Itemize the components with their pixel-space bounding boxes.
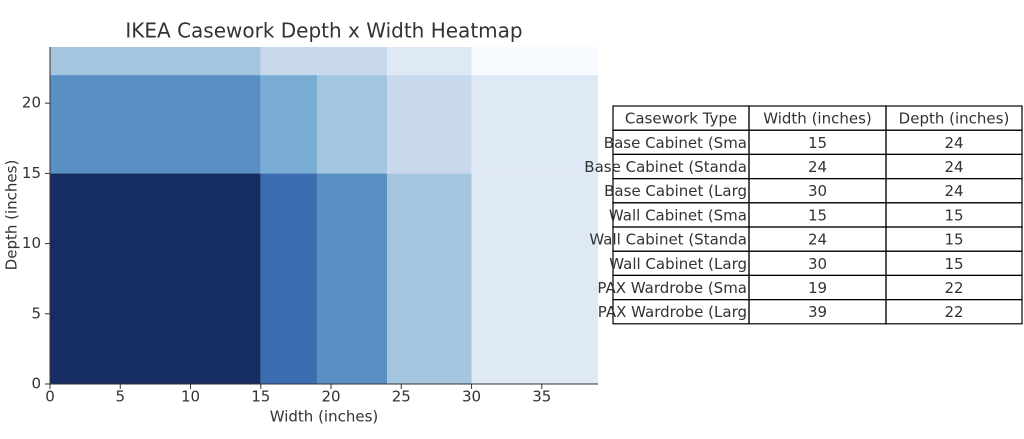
table-text: 15 [808, 134, 827, 152]
heatmap-cell [387, 75, 472, 174]
axes: 0 5 10 15 20 25 30 35 0 5 10 15 20 [22, 47, 598, 406]
heatmap-cell [316, 47, 388, 76]
heatmap-cell [260, 173, 317, 384]
x-tick-label: 30 [462, 388, 481, 406]
x-tick-label: 15 [251, 388, 270, 406]
heatmap-cell [387, 173, 472, 384]
table-text: Base Cabinet (Larg [604, 182, 747, 200]
heatmap-cell [387, 47, 472, 76]
heatmap [50, 47, 598, 384]
table-text: 15 [944, 206, 963, 224]
table-text: Base Cabinet (Standa [584, 158, 747, 176]
table-text: 15 [944, 255, 963, 273]
table-text: Wall Cabinet (Larg [609, 255, 747, 273]
heatmap-cell [50, 173, 261, 384]
x-tick-label: 20 [321, 388, 340, 406]
table-text: PAX Wardrobe (Larg [598, 303, 747, 321]
table-header: Depth (inches) [899, 110, 1010, 128]
table-text: 15 [944, 231, 963, 249]
y-tick-label: 0 [31, 375, 41, 393]
heatmap-cell [50, 47, 261, 76]
table-text: 30 [808, 255, 827, 273]
chart-title: IKEA Casework Depth x Width Heatmap [125, 19, 522, 43]
y-axis-label: Depth (inches) [3, 160, 21, 271]
table-text: 30 [808, 182, 827, 200]
heatmap-cell [260, 47, 317, 76]
table-header: Casework Type [625, 110, 737, 128]
heatmap-cell [316, 75, 388, 174]
table-text: 19 [808, 279, 827, 297]
table-text: 39 [808, 303, 827, 321]
table-text: Wall Cabinet (Standa [589, 231, 747, 249]
table-text: 24 [944, 182, 963, 200]
table-text: Wall Cabinet (Sma [609, 206, 747, 224]
x-axis-label: Width (inches) [270, 408, 379, 426]
x-tick-label: 35 [532, 388, 551, 406]
table-text: Base Cabinet (Sma [604, 134, 747, 152]
table: Casework Type Width (inches) Depth (inches… [584, 105, 1023, 325]
table-header: Width (inches) [763, 110, 872, 128]
x-tick-label: 0 [45, 388, 55, 406]
y-tick-label: 20 [22, 94, 41, 112]
heatmap-cell [471, 173, 598, 384]
table-text: 24 [944, 134, 963, 152]
heatmap-cell [316, 173, 388, 384]
table-text: 15 [808, 206, 827, 224]
table-text: 22 [944, 303, 963, 321]
table-text: PAX Wardrobe (Sma [597, 279, 747, 297]
heatmap-cell [50, 75, 261, 174]
y-tick-label: 15 [22, 164, 41, 182]
table-text: 24 [808, 158, 827, 176]
table-cell [885, 299, 1023, 325]
table-text: 22 [944, 279, 963, 297]
y-tick-label: 5 [31, 304, 41, 322]
table-text: 24 [808, 231, 827, 249]
heatmap-cell [471, 75, 598, 174]
x-tick-label: 5 [115, 388, 125, 406]
x-tick-label: 25 [392, 388, 411, 406]
x-tick-label: 10 [181, 388, 200, 406]
table-text: 24 [944, 158, 963, 176]
y-tick-label: 10 [22, 234, 41, 252]
heatmap-cell [471, 47, 598, 76]
heatmap-cell [260, 75, 317, 174]
